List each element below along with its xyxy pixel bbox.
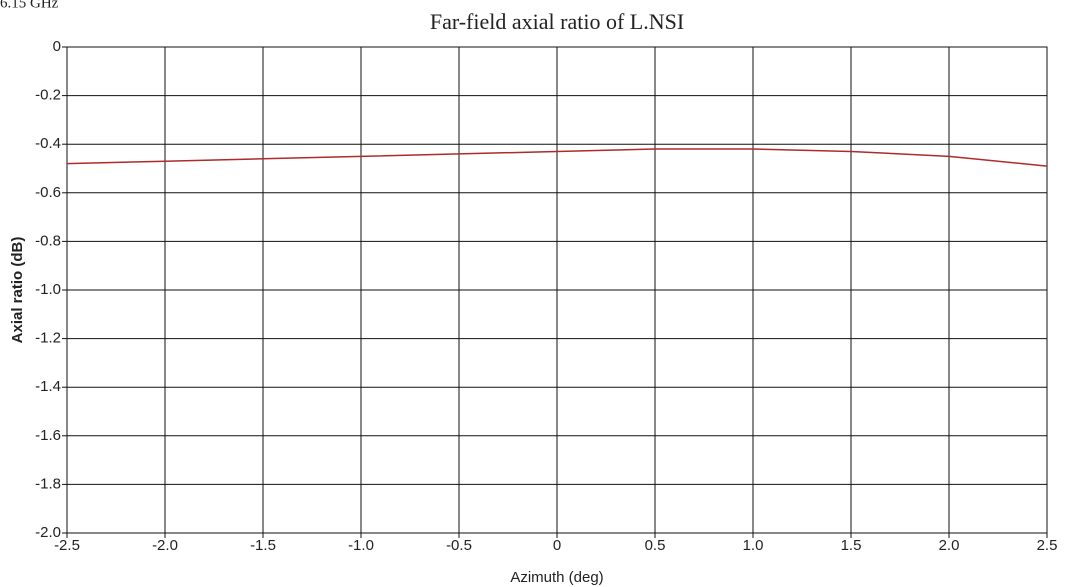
x-tick-label: 1.5: [841, 537, 862, 554]
x-tick-label: 2.0: [939, 537, 960, 554]
y-tick-label: -0.4: [35, 135, 61, 152]
x-axis-label: Azimuth (deg): [510, 569, 603, 586]
x-tick-label: 0.5: [645, 537, 666, 554]
y-tick-label: -0.6: [35, 184, 61, 201]
y-tick-label: 0: [53, 38, 61, 55]
y-tick-label: -0.8: [35, 232, 61, 249]
y-tick-label: -2.0: [35, 524, 61, 541]
x-tick-label: 2.5: [1037, 537, 1058, 554]
chart-title: Far-field axial ratio of L.NSI: [430, 9, 684, 34]
subtitle: 6.15 GHz: [0, 0, 59, 11]
x-tick-label: 0: [553, 537, 561, 554]
x-tick-label: -1.5: [250, 537, 276, 554]
y-tick-label: -1.8: [35, 475, 61, 492]
x-tick-label: -2.5: [54, 537, 80, 554]
y-tick-label: -1.4: [35, 378, 61, 395]
x-tick-label: -1.0: [348, 537, 374, 554]
y-tick-label: -1.6: [35, 427, 61, 444]
y-tick-label: -1.0: [35, 281, 61, 298]
y-tick-label: -1.2: [35, 330, 61, 347]
x-tick-label: -2.0: [152, 537, 178, 554]
data-line: [66, 148, 1048, 167]
y-axis-label: Axial ratio (dB): [9, 237, 26, 344]
x-tick-label: -0.5: [446, 537, 472, 554]
y-tick-label: -0.2: [35, 87, 61, 104]
x-tick-label: 1.0: [743, 537, 764, 554]
